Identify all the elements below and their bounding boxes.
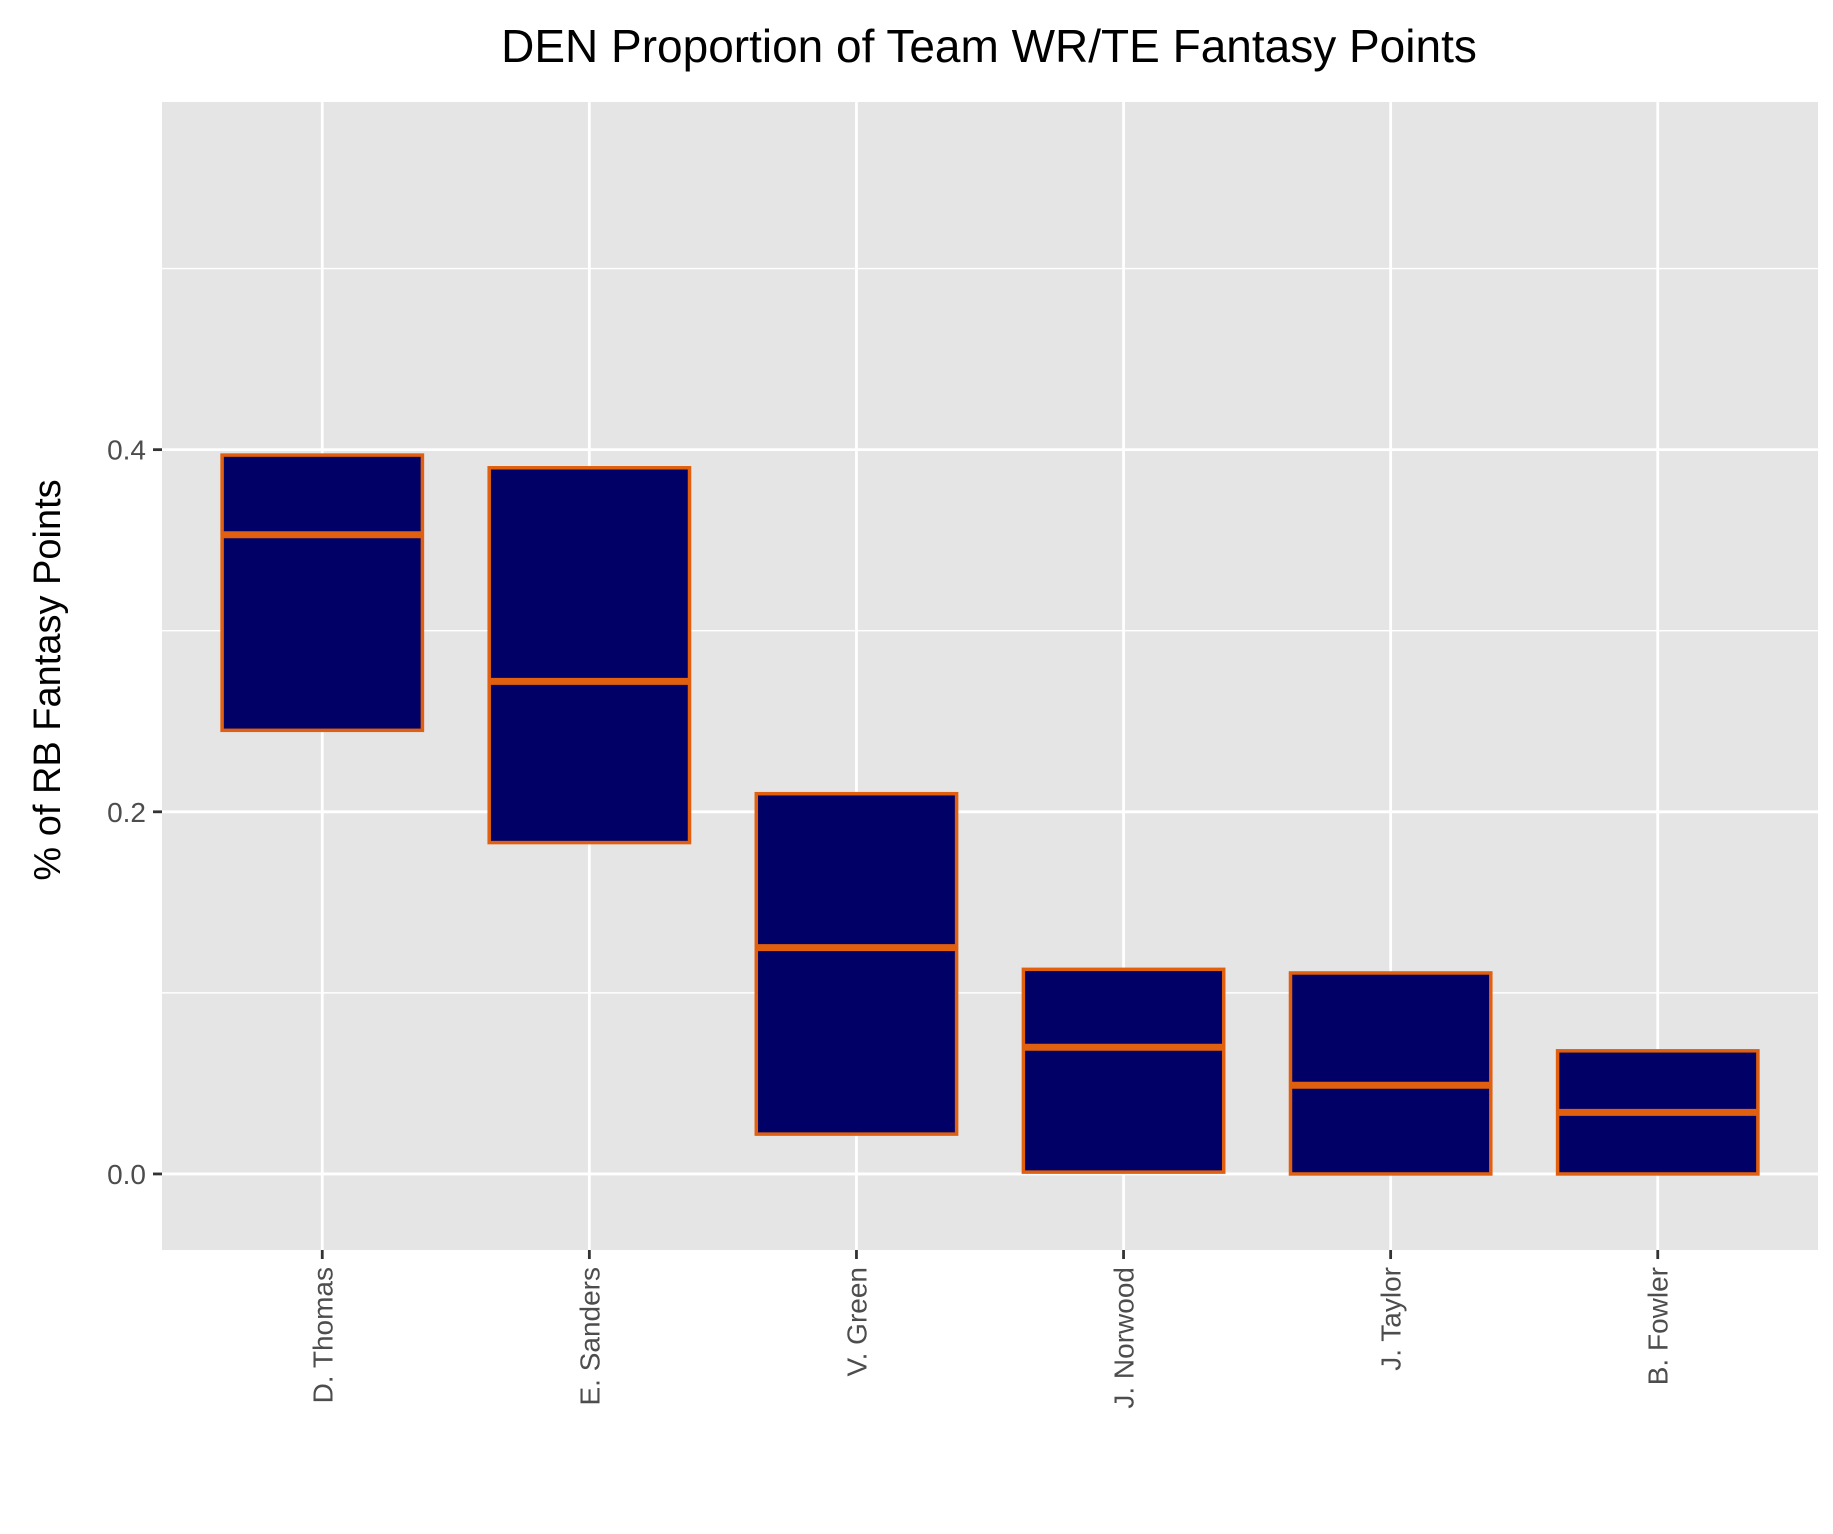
box-4 [1021,967,1226,1174]
box-iqr [1288,971,1493,1176]
box-iqr [754,791,959,1136]
box-iqr [220,453,425,733]
x-tick-label: D. Thomas [307,1267,338,1403]
axes: 0.0 0.2 0.4 D. Thomas E. Sanders V. Green J. N… [107,435,1674,1409]
y-axis-title: % of RB Fantasy Points [27,479,69,880]
box-6 [1555,1049,1760,1176]
box-3 [754,791,959,1136]
box-iqr [1021,967,1226,1174]
y-tick-label: 0.0 [107,1159,146,1190]
plot-panel [162,102,1818,1250]
y-tick-label: 0.4 [107,435,146,466]
boxes [220,453,1760,1176]
x-tick-label: J. Taylor [1376,1267,1407,1371]
box-iqr [487,466,692,845]
box-1 [220,453,425,733]
y-tick-label: 0.2 [107,797,146,828]
x-tick-label: E. Sanders [574,1267,605,1406]
x-tick-label: V. Green [841,1267,872,1376]
x-tick-label: B. Fowler [1643,1267,1674,1385]
box-5 [1288,971,1493,1176]
chart-title: DEN Proportion of Team WR/TE Fantasy Poi… [501,20,1477,72]
x-tick-label: J. Norwood [1109,1267,1140,1409]
box-2 [487,466,692,845]
